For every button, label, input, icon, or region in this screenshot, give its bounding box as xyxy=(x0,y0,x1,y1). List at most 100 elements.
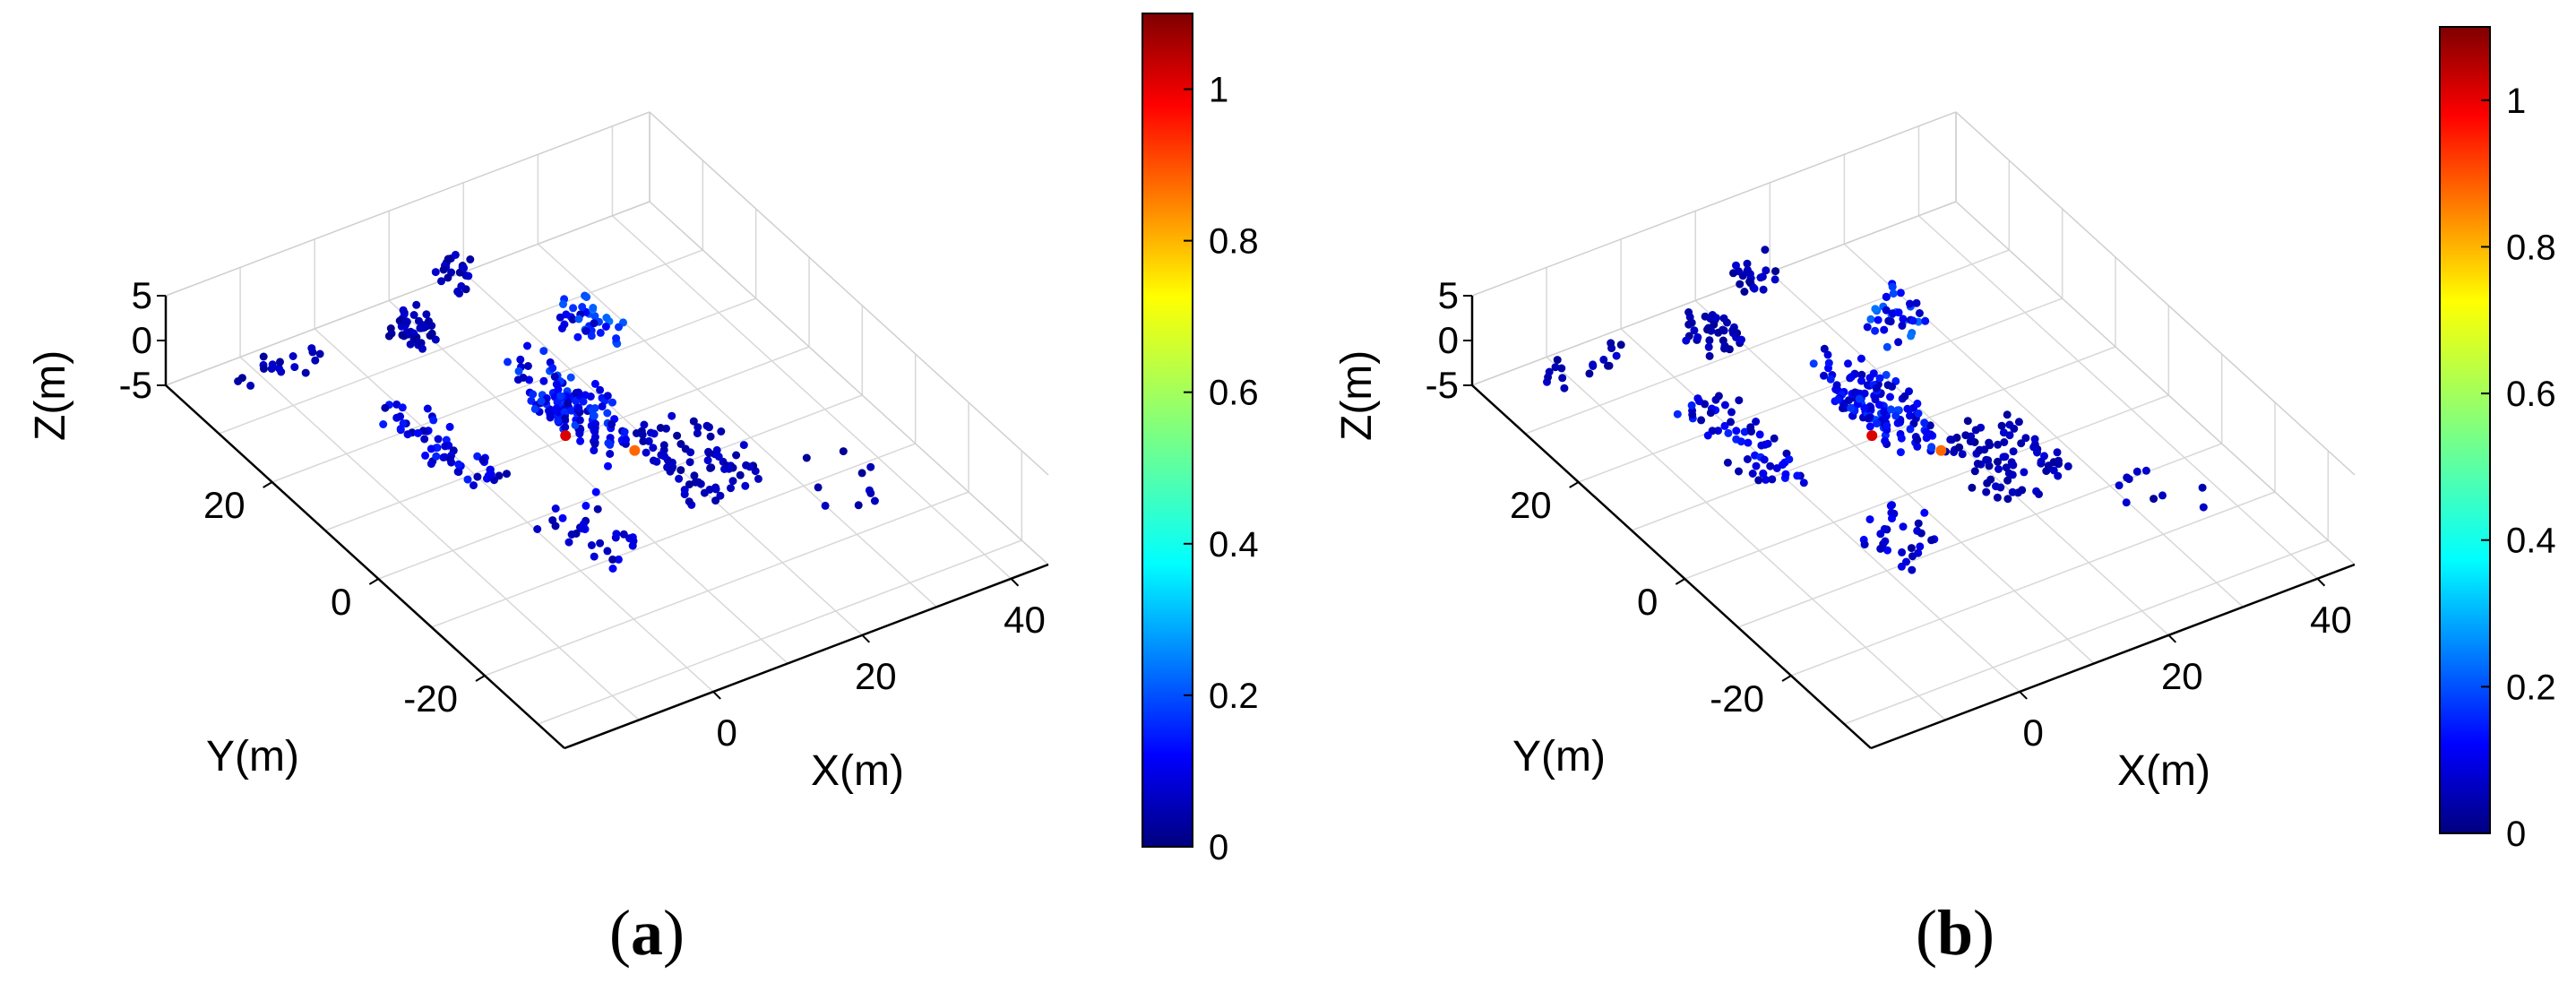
cloud-point xyxy=(426,460,435,469)
cloud-point xyxy=(315,349,324,358)
cloud-point xyxy=(551,522,560,530)
cloud-point xyxy=(2010,424,2019,433)
cloud-point xyxy=(2004,469,2013,478)
cloud-point xyxy=(289,352,297,360)
y-tick-mark xyxy=(1781,675,1792,682)
cloud-point xyxy=(612,334,621,343)
cloud-point xyxy=(857,469,866,478)
cloud-point xyxy=(2008,487,2017,496)
cloud-point xyxy=(676,466,685,475)
cloud-point xyxy=(1760,455,1769,464)
cloud-point xyxy=(439,265,448,274)
cloud-point xyxy=(473,472,482,481)
x-tick-label: 0 xyxy=(716,711,737,754)
grid-line-y xyxy=(1844,539,2329,725)
cloud-point xyxy=(454,460,463,469)
cloud-point xyxy=(1723,458,1732,467)
cloud-point xyxy=(379,420,388,428)
cloud-point xyxy=(470,481,478,490)
cloud-point xyxy=(717,427,726,435)
cloud-point xyxy=(574,388,583,397)
cloud-point xyxy=(1757,441,1766,450)
cloud-point xyxy=(444,254,452,263)
cloud-point xyxy=(1871,305,1880,314)
cloud-point xyxy=(1750,284,1759,293)
cloud-point xyxy=(1894,308,1903,317)
cloud-point xyxy=(2009,447,2018,456)
cloud-point xyxy=(409,311,418,319)
cloud-point xyxy=(1705,336,1714,345)
cloud-point xyxy=(1888,309,1897,318)
cloud-point xyxy=(560,414,569,423)
cloud-point xyxy=(1720,421,1729,430)
cloud-point xyxy=(546,413,555,422)
cloud-point xyxy=(632,429,641,437)
cloud-point xyxy=(1866,315,1875,323)
grid-line-x xyxy=(239,356,640,721)
cloud-point xyxy=(1772,464,1781,472)
cloud-point xyxy=(650,429,659,438)
grid-line-x xyxy=(388,299,788,664)
cloud-point xyxy=(564,399,573,408)
cloud-point xyxy=(1975,446,1984,455)
cloud-point xyxy=(1920,418,1929,427)
grid-line-x xyxy=(1620,328,2020,693)
cloud-point xyxy=(414,316,423,325)
cloud-point xyxy=(1754,476,1763,485)
cloud-point xyxy=(714,453,723,461)
y-tick-label: -20 xyxy=(1710,677,1764,720)
cloud-point xyxy=(1900,392,1909,401)
cloud-point xyxy=(2003,476,2012,485)
cloud-point xyxy=(1743,455,1752,463)
cloud-point xyxy=(1762,475,1770,484)
z-tick-label: 0 xyxy=(1438,319,1459,361)
cloud-point xyxy=(582,501,590,510)
cloud-point xyxy=(311,356,320,365)
cloud-point xyxy=(429,416,438,425)
cloud-point xyxy=(523,362,532,370)
box-edge xyxy=(165,111,650,297)
cloud-point xyxy=(706,432,715,441)
cloud-point xyxy=(1745,277,1754,286)
colorbar-tick-label: 0 xyxy=(1209,828,1228,867)
cloud-point xyxy=(578,303,587,311)
box-edge xyxy=(1955,111,2356,476)
colorbar-ticks: 0 0.2 0.4 0.6 0.8 1 xyxy=(2481,82,2556,854)
cloud-point xyxy=(574,315,583,323)
cloud-point xyxy=(1880,524,1889,533)
cloud-point xyxy=(1720,341,1729,350)
cloud-point xyxy=(1983,479,1992,487)
cloud-point xyxy=(1875,374,1884,383)
cloud-point xyxy=(1740,288,1749,296)
z-axis-label: Z(m) xyxy=(27,350,74,441)
z-tick-label: -5 xyxy=(119,364,152,406)
cloud-point xyxy=(1899,522,1908,531)
cloud-point xyxy=(802,453,811,462)
cloud-point xyxy=(1687,318,1696,327)
cloud-point xyxy=(1906,425,1915,434)
cloud-point xyxy=(523,341,531,350)
cloud-point xyxy=(1968,483,1977,492)
highlight-point xyxy=(560,430,572,442)
cloud-point xyxy=(1902,557,1910,566)
cloud-point xyxy=(551,504,560,513)
cloud-point xyxy=(1908,565,1917,574)
cloud-point xyxy=(603,547,612,556)
cloud-point xyxy=(556,392,565,401)
cloud-point xyxy=(602,314,611,322)
cloud-point xyxy=(539,376,548,385)
grid-line-y xyxy=(1790,491,2276,677)
cloud-point xyxy=(639,436,648,445)
cloud-point xyxy=(581,391,590,400)
cloud-point xyxy=(568,315,577,323)
cloud-point xyxy=(607,419,616,428)
grid-line-y xyxy=(1578,297,2063,483)
colorbar-tick-label: 0.2 xyxy=(1209,677,1259,716)
y-axis-line xyxy=(1471,384,1872,749)
cloud-point xyxy=(606,450,615,458)
grid-line-x xyxy=(611,215,1012,580)
cloud-point xyxy=(1727,408,1736,417)
cloud-point xyxy=(690,471,699,480)
cloud-point xyxy=(1553,356,1562,365)
cloud-point xyxy=(1687,401,1696,410)
